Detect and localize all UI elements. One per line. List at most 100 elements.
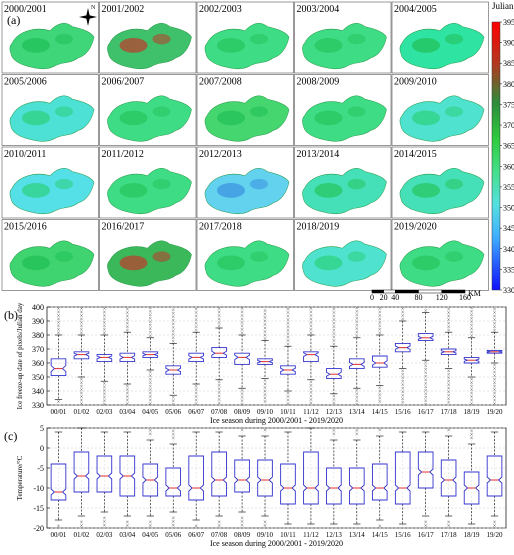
outlier-marker (171, 399, 175, 403)
outlier-marker (171, 308, 175, 312)
lake-surface (9, 23, 95, 70)
season-label: 2005/2006 (4, 77, 47, 88)
map-cell: 2011/2012 (99, 146, 197, 219)
outlier-marker (79, 310, 83, 314)
outlier-marker (424, 374, 428, 378)
outlier-marker (125, 321, 129, 325)
outlier-marker (493, 384, 496, 388)
outlier-marker (171, 436, 175, 440)
season-label: 2001/2002 (102, 4, 145, 15)
outlier-marker (57, 320, 60, 324)
y-tick-label: 400 (32, 303, 44, 312)
map-cell: 2000/2001 (1, 1, 99, 74)
box-body (188, 455, 204, 501)
outlier-marker (102, 523, 106, 527)
outlier-marker (493, 381, 496, 385)
outlier-marker (401, 397, 405, 401)
lake-surface (204, 23, 290, 70)
outlier-marker (401, 383, 405, 387)
outlier-marker (470, 327, 474, 331)
outlier-marker (493, 314, 496, 318)
season-label: 2014/2015 (394, 149, 437, 160)
y-tick-label: 360 (32, 359, 44, 368)
map-cell: 2003/2004 (294, 1, 392, 74)
y-tick-label: 380 (32, 331, 44, 340)
box-body (119, 352, 136, 363)
outlier-marker (102, 392, 106, 396)
map-cell: 2002/2003 (196, 1, 294, 74)
outlier-marker (148, 306, 152, 310)
box-03/04 (119, 431, 136, 528)
outlier-marker (447, 379, 451, 383)
outlier-marker (424, 402, 428, 406)
outlier-marker (148, 384, 152, 388)
outlier-marker (493, 524, 496, 528)
season-label: 2017/2018 (199, 222, 242, 233)
lake-patch (347, 106, 366, 117)
outlier-marker (378, 310, 382, 314)
box-07/08 (211, 306, 227, 405)
outlier-marker (493, 311, 496, 315)
outlier-marker (102, 385, 106, 389)
outlier-marker (447, 307, 451, 311)
box-11/12 (303, 427, 319, 525)
lake-patch (445, 106, 463, 117)
box-body (303, 351, 319, 363)
box-00/01 (50, 306, 67, 403)
x-tick-label: 03/04 (119, 531, 135, 539)
outlier-marker (355, 402, 359, 406)
outlier-marker (309, 380, 313, 384)
outlier-marker (194, 395, 198, 399)
outlier-marker (125, 307, 129, 311)
outlier-marker (355, 399, 359, 403)
outlier-marker (263, 396, 267, 400)
colorbar-tick-label: 330 (503, 286, 514, 295)
outlier-marker (424, 364, 428, 368)
outlier-marker (263, 382, 267, 386)
outlier-marker (470, 432, 474, 436)
lake-surface (204, 240, 290, 287)
box-09/10 (257, 428, 273, 528)
lake-surface (204, 95, 290, 142)
outlier-marker (240, 428, 244, 432)
outlier-marker (194, 524, 198, 528)
lake-patch (347, 251, 366, 262)
colorbar-tick-label: 360 (503, 162, 514, 171)
map-cell: 2015/2016 (1, 219, 99, 291)
outlier-marker (332, 397, 336, 401)
outlier-marker (378, 313, 382, 317)
lake-map (107, 95, 192, 142)
outlier-marker (401, 306, 405, 310)
x-tick-label: 06/07 (188, 408, 204, 416)
panel-label: (b) (4, 308, 18, 322)
x-tick-label: 10/11 (280, 408, 296, 416)
outlier-marker (125, 524, 129, 528)
lake-map (204, 240, 290, 287)
outlier-marker (125, 520, 129, 524)
outlier-marker (217, 310, 221, 314)
outlier-marker (57, 400, 60, 403)
outlier-marker (148, 316, 152, 320)
x-tick-label: 11/12 (303, 408, 319, 416)
box-body (326, 368, 342, 379)
box-05/06 (165, 429, 182, 527)
outlier-marker (447, 400, 451, 404)
colorbar-tick-label: 375 (503, 100, 514, 109)
map-cell: 2008/2009 (294, 74, 392, 146)
box-12/13 (326, 307, 342, 405)
outlier-marker (424, 381, 428, 385)
x-tick-label: 12/13 (326, 408, 342, 416)
scale-bar-segment (441, 289, 466, 294)
outlier-marker (79, 520, 83, 524)
lake-patch (250, 33, 268, 45)
outlier-marker (240, 327, 244, 331)
x-tick-label: 10/11 (280, 531, 296, 539)
outlier-marker (447, 369, 451, 373)
outlier-marker (240, 310, 244, 314)
lake-map (399, 95, 485, 142)
season-label: 2012/2013 (199, 149, 242, 160)
colorbar-tick-label: 340 (503, 245, 514, 254)
outlier-marker (102, 327, 106, 331)
box-15/16 (394, 306, 411, 404)
lake-patch (445, 178, 463, 190)
